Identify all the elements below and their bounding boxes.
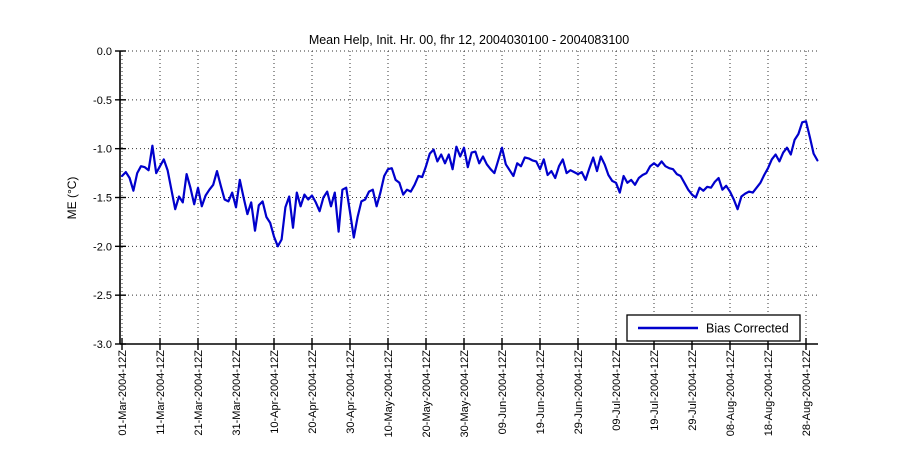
x-tick-label: 31-Mar-2004-12Z [231,350,243,436]
y-tick-label: -1.0 [93,144,112,156]
y-tick-label: -1.5 [93,193,112,205]
x-tick-label: 11-Mar-2004-12Z [155,350,167,435]
x-tick-label: 09-Jun-2004-12Z [497,350,509,435]
y-tick-label: -0.5 [93,95,112,107]
y-tick-label: -2.5 [93,290,112,302]
x-tick-labels: 01-Mar-2004-12Z 11-Mar-2004-12Z 21-Mar-200… [117,350,813,438]
x-tick-label: 10-May-2004-12Z [383,350,395,438]
y-tick-label: 0.0 [97,46,112,58]
x-tick-label: 21-Mar-2004-12Z [193,350,205,436]
y-tick-label: -3.0 [93,339,112,351]
x-tick-label: 20-Apr-2004-12Z [307,350,319,434]
x-tick-label: 01-Mar-2004-12Z [117,350,129,436]
x-tick-label: 09-Jul-2004-12Z [611,350,623,431]
x-tick-label: 10-Apr-2004-12Z [269,350,281,434]
legend-label: Bias Corrected [706,322,789,336]
x-tick-label: 29-Jun-2004-12Z [573,350,585,435]
series-line-bias-corrected [120,120,819,248]
legend: Bias Corrected [626,314,801,342]
y-tick-labels: 0.0 -0.5 -1.0 -1.5 -2.0 -2.5 -3.0 [93,46,112,351]
y-axis-label: ME (°C) [65,177,79,220]
x-tick-label: 19-Jul-2004-12Z [649,350,661,431]
x-tick-label: 30-Apr-2004-12Z [345,350,357,434]
chart-title: Mean Help, Init. Hr. 00, fhr 12, 2004030… [309,33,629,47]
x-tick-label: 20-May-2004-12Z [421,350,433,438]
tick-marks [115,50,807,350]
x-tick-label: 29-Jul-2004-12Z [687,350,699,431]
x-tick-label: 19-Jun-2004-12Z [535,350,547,435]
x-tick-label: 28-Aug-2004-12Z [801,350,813,437]
x-tick-label: 18-Aug-2004-12Z [763,350,775,437]
x-tick-label: 08-Aug-2004-12Z [725,350,737,437]
x-tick-label: 30-May-2004-12Z [459,350,471,438]
y-tick-label: -2.0 [93,241,112,253]
